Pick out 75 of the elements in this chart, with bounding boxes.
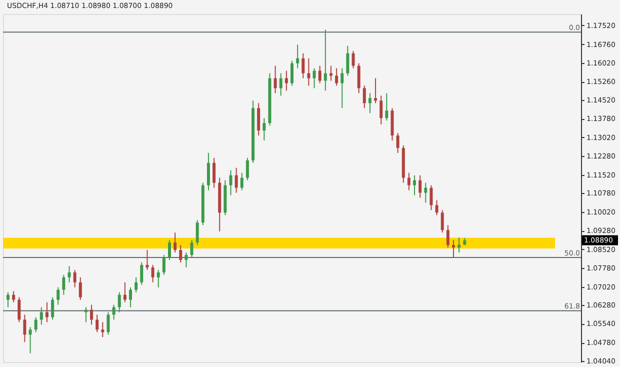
candlestick xyxy=(106,312,110,336)
candlestick xyxy=(430,184,433,211)
candlestick xyxy=(174,232,177,253)
candlestick xyxy=(312,68,316,89)
candlestick xyxy=(134,276,138,293)
candlestick xyxy=(40,306,43,326)
candlestick xyxy=(118,292,121,313)
candlestick xyxy=(156,269,160,288)
candlestick xyxy=(179,244,182,263)
candlestick xyxy=(196,220,199,246)
candlestick xyxy=(385,92,388,122)
candlestick xyxy=(418,174,422,198)
candlestick xyxy=(90,304,94,326)
candlestick xyxy=(318,65,322,84)
candlestick xyxy=(262,118,266,141)
candlestick xyxy=(246,157,249,181)
candlestick xyxy=(78,276,82,300)
candlestick xyxy=(435,200,438,216)
candlestick xyxy=(151,264,154,283)
candlestick xyxy=(302,52,305,79)
candlestick xyxy=(290,60,294,86)
candlestick xyxy=(96,314,99,333)
candlestick xyxy=(28,326,32,354)
candlestick xyxy=(84,306,88,323)
candlestick xyxy=(45,302,48,323)
candlestick xyxy=(452,240,455,258)
candlestick xyxy=(440,210,444,234)
candlestick xyxy=(340,68,344,109)
candlestick xyxy=(234,167,238,194)
candlestick xyxy=(34,316,38,333)
candlestick xyxy=(362,85,366,109)
candlestick xyxy=(6,292,10,308)
candlestick xyxy=(18,296,21,323)
candlestick xyxy=(424,182,428,204)
candlestick xyxy=(123,282,126,303)
candlestick xyxy=(296,44,300,69)
candlestick xyxy=(374,78,378,104)
candlestick xyxy=(329,65,332,82)
candlestick xyxy=(146,249,149,270)
candlestick xyxy=(257,102,260,136)
candlestick xyxy=(162,254,166,276)
candlestick xyxy=(68,266,71,283)
candlestick xyxy=(357,62,360,94)
candlestick xyxy=(23,314,26,343)
candlestick xyxy=(212,157,216,188)
candlestick xyxy=(112,304,116,320)
candlestick xyxy=(352,50,355,69)
candlestick xyxy=(380,95,383,125)
candlestick xyxy=(73,269,76,288)
candlestick xyxy=(56,286,60,306)
candlestick xyxy=(206,152,210,191)
candlestick xyxy=(101,322,104,338)
candlestick xyxy=(168,240,171,260)
candlestick xyxy=(335,68,338,86)
candlestick xyxy=(284,70,288,92)
candlestick xyxy=(346,45,350,76)
candlestick xyxy=(307,58,310,86)
candlestick xyxy=(184,252,188,268)
candlestick xyxy=(446,224,450,248)
candlestick xyxy=(396,132,400,154)
candlestick xyxy=(458,237,461,253)
candlestick xyxy=(129,286,132,308)
candlestick xyxy=(279,72,282,96)
candlestick xyxy=(274,65,277,94)
candlestick xyxy=(407,172,410,191)
candlestick xyxy=(190,240,194,258)
candlestick xyxy=(62,274,66,296)
candlestick xyxy=(229,170,232,196)
candlestick xyxy=(324,29,327,92)
candlestick xyxy=(51,296,54,320)
candlestick xyxy=(140,262,144,286)
candlestick xyxy=(368,92,372,114)
candlestick xyxy=(413,174,416,196)
candlestick xyxy=(12,290,16,303)
candlestick xyxy=(240,172,244,191)
